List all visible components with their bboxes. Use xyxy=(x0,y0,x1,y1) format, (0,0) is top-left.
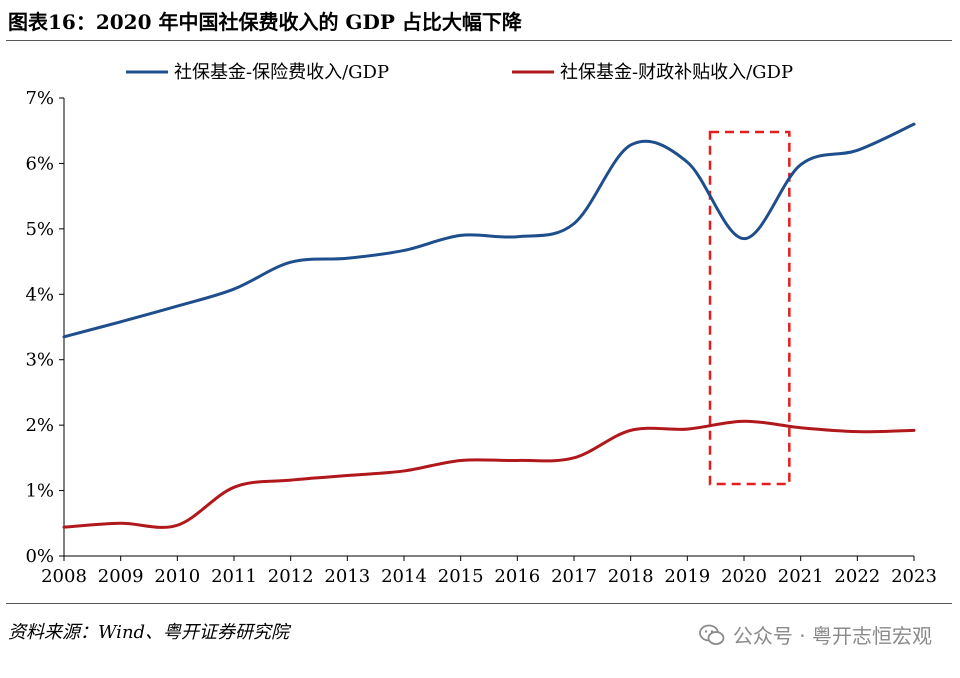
source-divider xyxy=(6,603,952,604)
x-tick-label: 2014 xyxy=(381,566,427,587)
chart-series xyxy=(62,122,916,529)
title-divider xyxy=(6,40,952,41)
legend-label-2: 社保基金-财政补贴收入/GDP xyxy=(560,62,793,83)
watermark: 公众号 · 粤开志恒宏观 xyxy=(699,620,932,649)
x-tick-label: 2008 xyxy=(41,566,87,587)
x-tick-label: 2010 xyxy=(154,566,200,587)
y-tick-label: 7% xyxy=(25,88,54,109)
y-tick-label: 3% xyxy=(25,350,54,371)
y-tick-label: 6% xyxy=(25,153,54,174)
x-tick-label: 2009 xyxy=(98,566,144,587)
x-tick-label: 2011 xyxy=(211,566,257,587)
x-tick-label: 2020 xyxy=(721,566,767,587)
x-tick-label: 2015 xyxy=(438,566,484,587)
chart-title: 图表16：2020 年中国社保费收入的 GDP 占比大幅下降 xyxy=(8,10,522,34)
x-tick-label: 2018 xyxy=(608,566,654,587)
source-note: 资料来源：Wind、粤开证券研究院 xyxy=(8,622,290,643)
y-tick-label: 4% xyxy=(25,284,54,305)
x-tick-label: 2013 xyxy=(324,566,370,587)
y-tick-label: 5% xyxy=(25,219,54,240)
series-line-1 xyxy=(62,122,916,339)
x-tick-label: 2023 xyxy=(891,566,937,587)
wechat-icon xyxy=(699,624,725,645)
legend-label-1: 社保基金-保险费收入/GDP xyxy=(174,62,389,83)
series-line-2 xyxy=(62,419,916,529)
chart-axes: 0% 1% 2% 3% 4% 5% 6% 7% 2008 2009 2010 2011 2012 2013… xyxy=(25,88,936,587)
dashed-highlight-box xyxy=(708,130,791,486)
y-tick-label: 0% xyxy=(25,546,54,567)
x-tick-label: 2012 xyxy=(268,566,314,587)
x-tick-label: 2022 xyxy=(834,566,880,587)
line-chart: 社保基金-保险费收入/GDP 社保基金-财政补贴收入/GDP 0% 1% 2% 3% 4%… xyxy=(25,62,936,587)
legend: 社保基金-保险费收入/GDP 社保基金-财政补贴收入/GDP xyxy=(126,62,793,83)
y-tick-label: 2% xyxy=(25,415,54,436)
x-tick-label: 2021 xyxy=(778,566,824,587)
x-tick-label: 2019 xyxy=(664,566,710,587)
highlight-box xyxy=(708,130,791,486)
watermark-text: 公众号 · 粤开志恒宏观 xyxy=(732,624,932,648)
x-tick-label: 2016 xyxy=(494,566,540,587)
x-tick-label: 2017 xyxy=(551,566,597,587)
y-tick-label: 1% xyxy=(25,481,54,502)
